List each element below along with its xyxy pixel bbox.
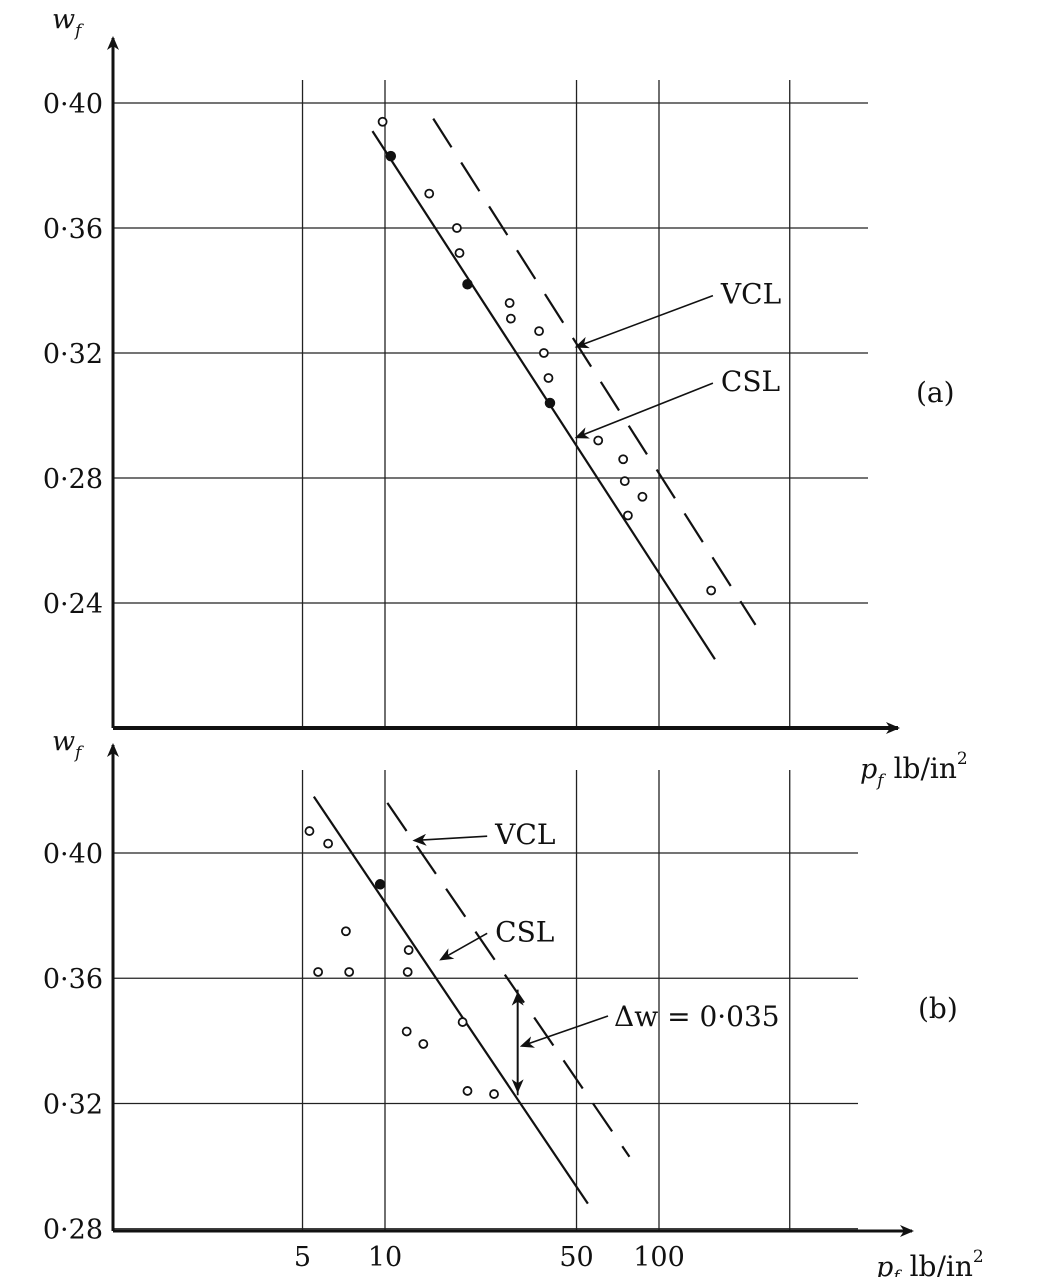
panel-a-open-point [637, 491, 648, 502]
panel-b-y-tick-label: 0·40 [43, 839, 103, 870]
panel-a-label: (a) [916, 376, 955, 409]
panel-b-y-tick-label: 0·36 [43, 964, 103, 995]
panel-b-open-point [462, 1086, 473, 1096]
panel-a-open-point [377, 116, 388, 127]
panel-a-y-axis-label: wf [52, 4, 84, 41]
panel-a-open-point [452, 223, 462, 233]
panel-a-open-point [504, 298, 515, 308]
panel-a-y-tick-label: 0·24 [43, 589, 103, 620]
panel-b-x-axis-label: pf lb/in2 [876, 1247, 984, 1277]
panel-b-y-axis-label-sub: f [73, 743, 84, 763]
panel-b-vcl-line [386, 802, 631, 1158]
panel-a-y-tick-label: 0·28 [43, 464, 103, 495]
panel-b-open-point [344, 967, 355, 977]
panel-b-points [304, 826, 499, 1099]
panel-b-y-axis-label-main: w [52, 726, 75, 757]
panel-b-x-tick-label: 50 [559, 1242, 593, 1273]
panel-b-open-point [323, 838, 334, 849]
panel-a-open-point [706, 585, 717, 596]
panel-b-x-axis-label-unit: lb/in [910, 1250, 973, 1277]
panel-a-open-point [454, 248, 465, 258]
panel-b-lines [312, 796, 631, 1205]
panel-b-x-axis-label-sup: 2 [973, 1247, 984, 1267]
panel-b-open-point [457, 1017, 468, 1027]
panel-b-open-point [304, 826, 315, 836]
panel-b-open-point [402, 967, 413, 977]
panel-a-x-axis-label-unit: lb/in [894, 752, 957, 785]
panel-b-delta-leader [519, 1015, 609, 1048]
panel-a-filled-point [544, 397, 556, 409]
panel-a-lines [371, 118, 757, 660]
panel-b-label: (b) [918, 992, 958, 1025]
panel-b-csl-line [312, 796, 589, 1205]
panel-a-x-axis-label: pf lb/in2 [860, 749, 968, 791]
panel-b-x-tick-label: 100 [633, 1242, 685, 1273]
panel-a-x-axis-label-main: p [860, 754, 877, 785]
panel-a-gridlines [113, 80, 868, 728]
panel-b-delta-label: Δw = 0·035 [614, 1000, 780, 1033]
panel-b-y-tick-label: 0·28 [43, 1215, 103, 1246]
panel-a-y-tick-label: 0·36 [43, 214, 103, 245]
panel-b-x-axis-label-main: p [876, 1252, 893, 1277]
panel-b-y-tick-label: 0·32 [43, 1089, 103, 1120]
panel-a-y-tick-label: 0·40 [43, 89, 103, 120]
panel-b-open-point [403, 945, 414, 955]
panel-a-y-axis-label-main: w [52, 4, 75, 35]
panel-b-x-tick-label: 5 [294, 1242, 311, 1273]
panel-a-open-point [505, 313, 516, 324]
panel-a-open-point [593, 435, 604, 446]
panel-a-x-axis-label-sup: 2 [957, 749, 968, 769]
panel-b-annotations: VCL CSL Δw = 0·035 [412, 818, 780, 1096]
panel-a-annotations: VCL CSL [574, 278, 781, 439]
panel-b-open-point [489, 1089, 499, 1099]
panel-a-vcl-line [432, 118, 757, 626]
panel-a-vcl-label: VCL [720, 278, 781, 311]
panel-b: 0·28 0·32 0·36 0·40 5 10 50 100 VCL CSL Δw = 0·03… [43, 726, 984, 1277]
panel-b-open-point [418, 1039, 429, 1049]
panel-b-vcl-arrow [412, 833, 488, 846]
panel-a-open-point [622, 510, 633, 521]
panel-a-points [377, 116, 717, 596]
panel-a-y-axis-label-sub: f [73, 21, 84, 41]
panel-a-open-point [538, 348, 549, 358]
panel-b-csl-arrow [439, 932, 488, 961]
panel-b-open-point [313, 967, 324, 977]
panel-a-y-tick-labels: 0·24 0·28 0·32 0·36 0·40 [43, 89, 103, 620]
panel-b-open-point [341, 926, 351, 937]
panel-a-y-tick-label: 0·32 [43, 339, 103, 370]
panel-b-x-axis-label-sub: f [891, 1267, 902, 1277]
panel-a-open-point [619, 476, 630, 487]
panel-b-y-axis-label: wf [52, 726, 84, 763]
panel-a-filled-point [462, 279, 473, 290]
panel-a-open-point [618, 454, 629, 465]
panel-b-csl-label: CSL [495, 915, 554, 948]
panel-a-open-point [534, 326, 544, 337]
panel-a-open-point [543, 373, 554, 383]
panel-a-csl-arrow [574, 382, 714, 439]
panel-b-x-tick-label: 10 [368, 1242, 402, 1273]
panel-b-open-point [401, 1026, 412, 1037]
panel-a-vcl-arrow [574, 294, 714, 349]
panel-b-gridlines [113, 770, 858, 1231]
panel-a-x-axis-label-sub: f [875, 771, 886, 791]
panel-a-open-point [424, 188, 435, 199]
panel-b-tick-labels: 0·28 0·32 0·36 0·40 5 10 50 100 [43, 839, 685, 1273]
panel-a-csl-label: CSL [721, 365, 780, 398]
panel-b-vcl-label: VCL [494, 818, 555, 851]
panel-a-filled-point [385, 150, 397, 162]
panel-b-filled-point [374, 879, 386, 890]
panel-a-csl-line [371, 130, 716, 660]
